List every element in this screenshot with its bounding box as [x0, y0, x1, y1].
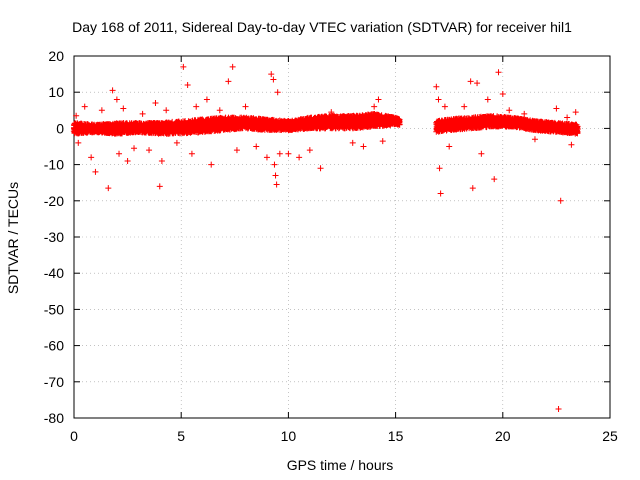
y-tick-label: -30 [44, 229, 64, 245]
y-tick-label: -60 [44, 338, 64, 354]
y-tick-label: -50 [44, 301, 64, 317]
x-tick-label: 20 [495, 428, 511, 444]
data-points [70, 63, 581, 412]
y-tick-label: -80 [44, 410, 64, 426]
y-tick-label: 0 [56, 120, 64, 136]
y-tick-label: 10 [48, 84, 64, 100]
x-tick-label: 10 [281, 428, 297, 444]
x-tick-label: 25 [602, 428, 618, 444]
y-tick-label: -20 [44, 193, 64, 209]
chart-title: Day 168 of 2011, Sidereal Day-to-day VTE… [72, 19, 572, 35]
y-tick-label: -70 [44, 374, 64, 390]
x-tick-label: 15 [388, 428, 404, 444]
y-tick-label: -10 [44, 157, 64, 173]
x-tick-label: 0 [70, 428, 78, 444]
ticks: 0 5 10 15 20 25 20 10 0 -10 -20 -30 -40 -50 -60 -70 -80 [44, 48, 618, 444]
y-tick-label: -40 [44, 265, 64, 281]
y-tick-label: 20 [48, 48, 64, 64]
x-tick-label: 5 [177, 428, 185, 444]
